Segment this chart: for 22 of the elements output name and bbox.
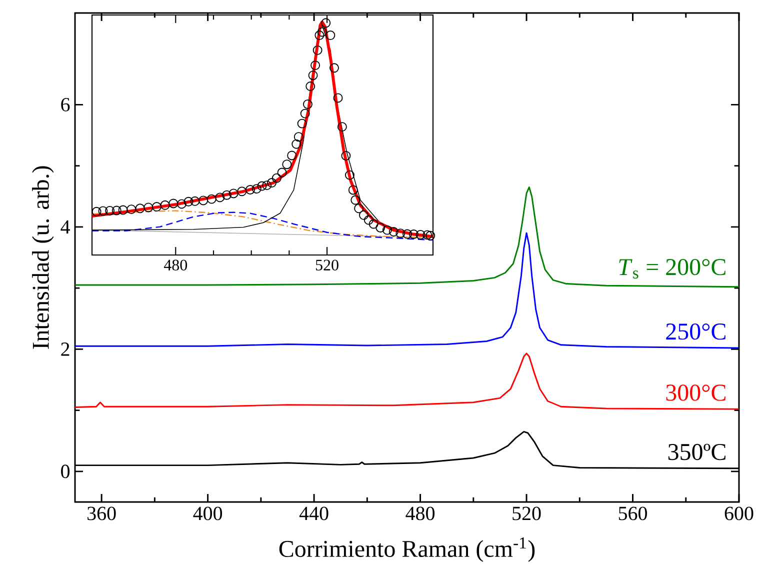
- x-tick-label: 400: [193, 506, 222, 520]
- x-tick-label: 360: [88, 506, 116, 520]
- series-label: T$_{s}$ = 200°C: [619, 258, 726, 279]
- line-series: [75, 186, 739, 288]
- y-tick-label: 4: [60, 220, 70, 234]
- line-series: [75, 352, 739, 410]
- y-axis-title: Intensidad (u. arb.): [32, 166, 54, 349]
- line-series: [75, 232, 739, 349]
- x-tick-label: 480: [164, 260, 188, 270]
- y-tick-label: 6: [61, 98, 70, 112]
- x-tick-label: 520: [316, 260, 338, 270]
- y-tick-label: 0: [61, 464, 70, 478]
- y-tick-label: 2: [61, 342, 70, 356]
- x-tick-label: 560: [618, 506, 647, 520]
- x-tick-label: 600: [724, 506, 754, 520]
- series-label: 250°C: [666, 324, 726, 340]
- x-axis-title: Corrimiento Raman (cm$^{-1}$): [279, 537, 535, 562]
- series-label: 350ºC: [668, 444, 726, 460]
- x-tick-label: 520: [512, 506, 541, 520]
- x-tick-label: 440: [299, 506, 328, 520]
- series-label: 300°C: [666, 384, 726, 401]
- x-tick-label: 480: [406, 506, 435, 520]
